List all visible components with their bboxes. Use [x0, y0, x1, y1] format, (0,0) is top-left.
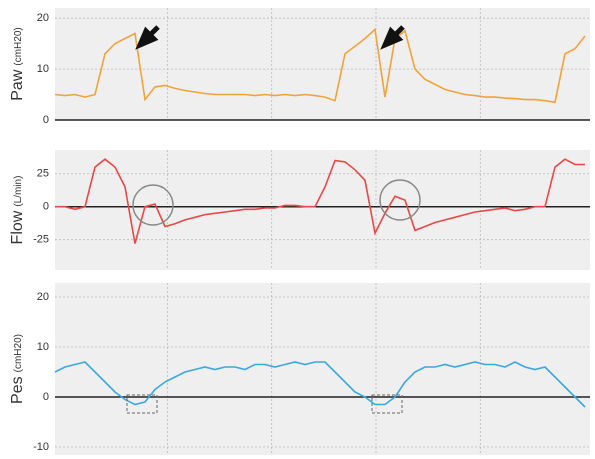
y-axis-unit: (cmH20): [13, 27, 24, 65]
y-tick-label: 0: [43, 114, 49, 126]
annotations: [126, 25, 421, 414]
data-line: [55, 158, 585, 244]
plot-area: [55, 8, 590, 120]
y-axis-title: Flow: [9, 210, 26, 244]
y-axis-label: Flow (L/min): [9, 176, 26, 245]
y-tick-label: 20: [37, 12, 49, 24]
panel: -25 0 25 Flow (L/min): [9, 150, 590, 270]
y-tick-label: -25: [33, 234, 49, 246]
y-axis-title: Paw: [9, 69, 26, 101]
data-line: [54, 27, 586, 104]
y-axis-unit: (L/min): [13, 176, 24, 207]
arrow: [135, 25, 160, 50]
dashed-box: [126, 394, 158, 414]
y-tick-label: 25: [37, 168, 49, 180]
circle-annotation: [379, 179, 421, 221]
y-tick-label: 20: [37, 291, 49, 303]
panel: 0 10 20 Paw (cmH20): [9, 8, 590, 126]
y-tick-label: 0: [43, 201, 49, 213]
y-axis-label: Paw (cmH20): [9, 27, 26, 100]
y-tick-label: 0: [43, 391, 49, 403]
dashed-box: [371, 394, 403, 414]
y-axis-title: Pes: [9, 376, 26, 404]
panel: -10 0 10 20 Pes (cmH20): [9, 283, 590, 455]
y-tick-label: -10: [33, 441, 49, 453]
panels: 0 10 20 Paw (cmH20) -25 0 25 Flow (L/min) -10 0 10 20…: [9, 8, 590, 455]
y-tick-label: 10: [37, 341, 49, 353]
plot-area: [55, 283, 590, 455]
data-line: [54, 361, 586, 408]
circle-annotation: [132, 184, 174, 226]
y-tick-label: 10: [37, 63, 49, 75]
y-axis-label: Pes (cmH20): [9, 334, 26, 404]
y-axis-unit: (cmH20): [13, 334, 24, 372]
arrow: [380, 25, 405, 50]
